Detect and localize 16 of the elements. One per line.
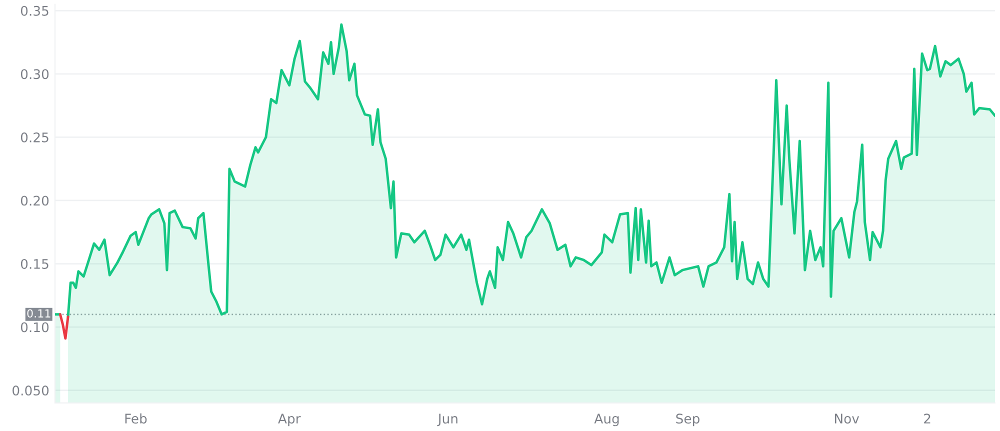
ref-line-label: 0.11: [27, 309, 50, 318]
x-tick-label: Jun: [437, 414, 458, 426]
x-tick-label: Sep: [676, 414, 700, 426]
y-tick-label: 0.10: [20, 322, 49, 332]
y-tick-label: 0.15: [20, 258, 48, 269]
y-tick-label: 0.30: [20, 69, 49, 80]
x-tick-label: 2: [924, 414, 930, 424]
x-tick-label: Feb: [125, 413, 147, 424]
y-tick-label: 0.050: [12, 386, 49, 396]
line-series: [58, 313, 70, 340]
x-tick-label: Aug: [594, 414, 619, 426]
x-tick-label: Nov: [834, 414, 860, 424]
x-tick-label: Apr: [278, 414, 301, 426]
y-tick-label: 0.20: [20, 196, 49, 206]
y-tick-label: 0.25: [20, 132, 48, 142]
y-tick-label: 0.35: [20, 6, 48, 16]
